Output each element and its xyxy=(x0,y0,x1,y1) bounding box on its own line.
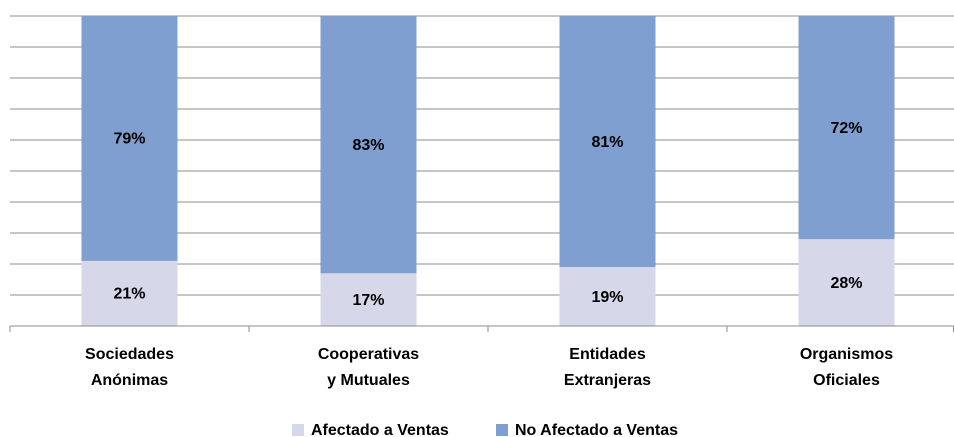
legend-label: Afectado a Ventas xyxy=(311,422,449,437)
legend-swatch xyxy=(496,424,508,436)
x-tick-label: y Mutuales xyxy=(327,372,410,389)
bar-segment xyxy=(798,16,895,240)
legend-swatch xyxy=(292,424,304,436)
x-tick-label: Sociedades xyxy=(85,346,174,363)
x-tick-label: Extranjeras xyxy=(564,372,651,389)
x-tick-label: Entidades xyxy=(569,346,646,363)
data-label: 72% xyxy=(830,120,862,137)
bar-segment xyxy=(798,239,895,326)
bar-segment xyxy=(559,267,656,326)
x-tick-label: Oficiales xyxy=(813,372,880,389)
bar-segment xyxy=(320,16,417,274)
legend-label: No Afectado a Ventas xyxy=(515,422,678,437)
data-label: 79% xyxy=(113,131,145,148)
data-label: 28% xyxy=(830,275,862,292)
data-label: 17% xyxy=(352,292,384,309)
bar-segment xyxy=(81,260,178,326)
bar-segment xyxy=(559,16,656,268)
data-label: 81% xyxy=(591,134,623,151)
data-label: 83% xyxy=(352,137,384,154)
x-tick-label: Organismos xyxy=(800,346,893,363)
bar-segment xyxy=(81,16,178,261)
data-label: 21% xyxy=(113,286,145,303)
data-label: 19% xyxy=(591,289,623,306)
bar-segment xyxy=(320,273,417,326)
x-tick-label: Cooperativas xyxy=(318,346,419,363)
x-tick-label: Anónimas xyxy=(91,372,168,389)
